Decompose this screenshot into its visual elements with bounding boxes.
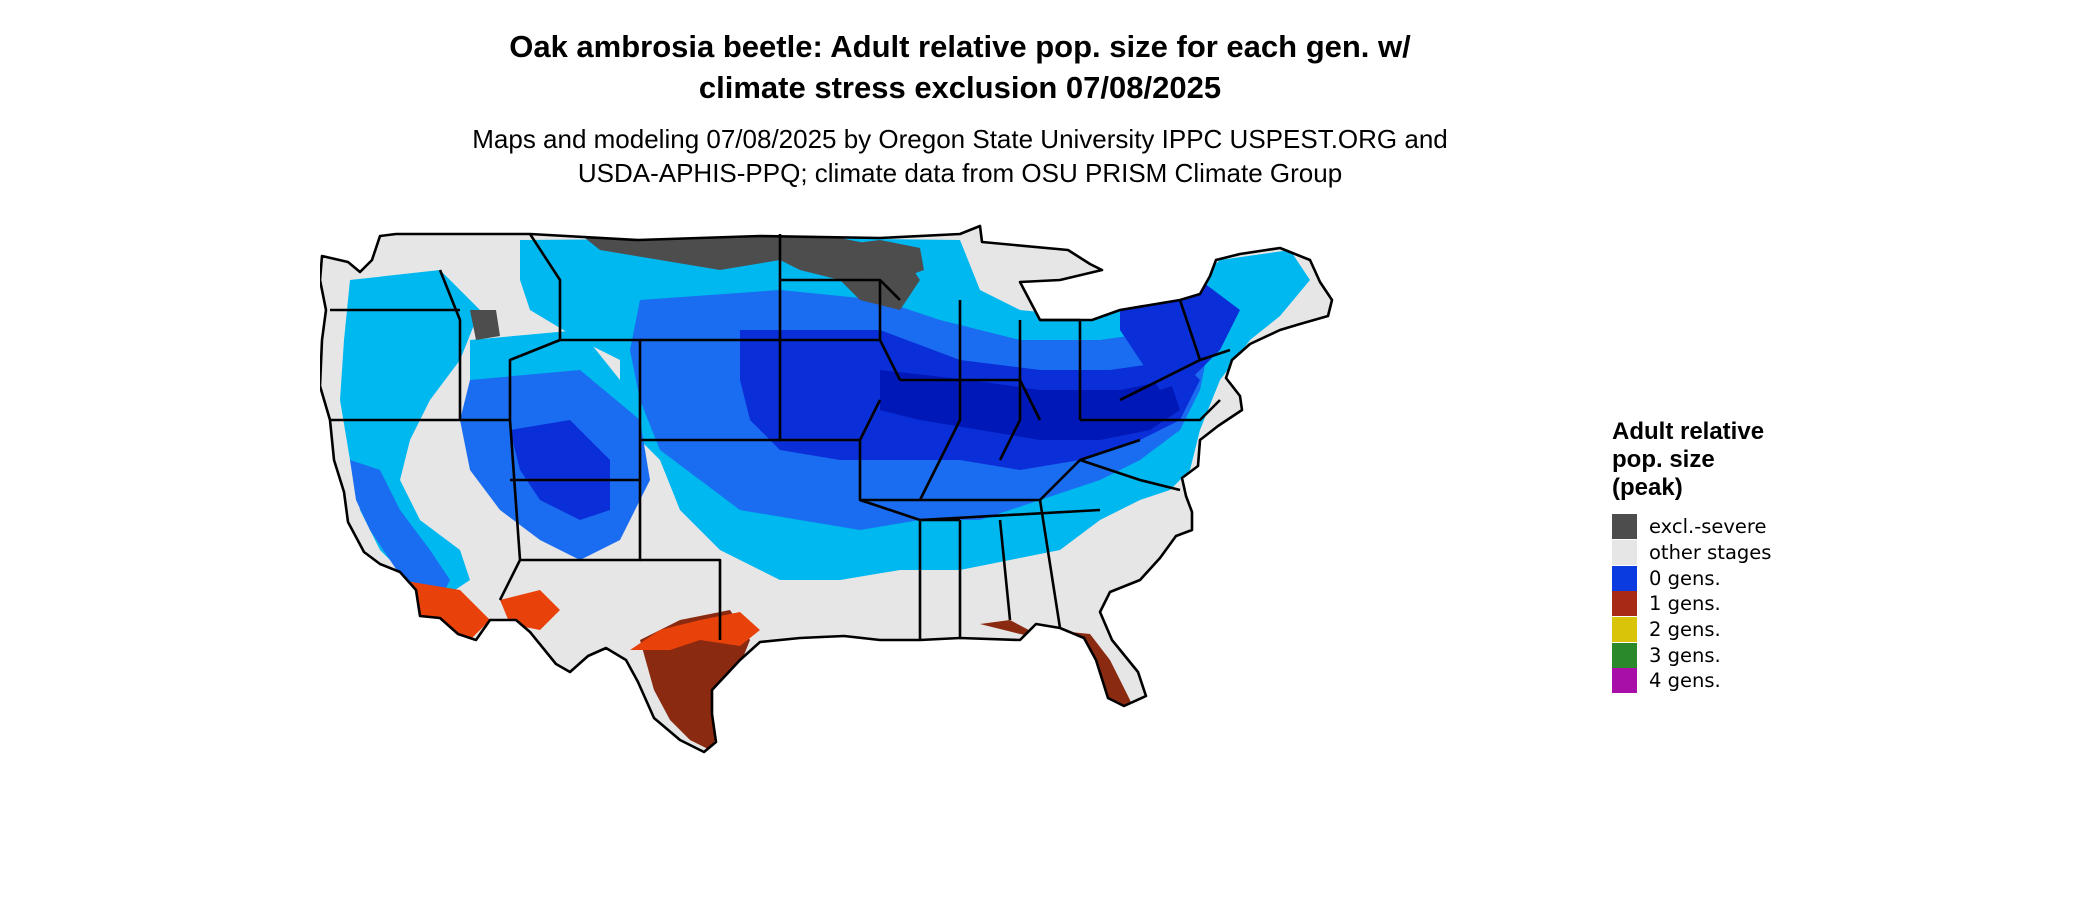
map-subtitle: Maps and modeling 07/08/2025 by Oregon S… [410,122,1510,190]
legend-label: 0 gens. [1649,566,1721,590]
legend-item-2-gens: 2 gens. [1612,617,1852,643]
legend-title-line-1: Adult relative [1612,418,1765,445]
map-title: Oak ambrosia beetle: Adult relative pop.… [460,26,1460,108]
legend-items: excl.-severe other stages 0 gens. 1 gens… [1612,514,1852,694]
us-map-svg [318,224,1334,754]
state-borders [318,224,1334,754]
title-line-1: Oak ambrosia beetle: Adult relative pop.… [509,29,1411,64]
legend-label: 3 gens. [1649,643,1721,667]
legend-item-1-gens: 1 gens. [1612,591,1852,617]
legend-swatch [1612,565,1637,591]
legend-label: 4 gens. [1649,669,1721,693]
legend-title-line-3: (peak) [1612,474,1683,501]
subtitle-line-2: USDA-APHIS-PPQ; climate data from OSU PR… [577,158,1343,188]
subtitle-line-1: Maps and modeling 07/08/2025 by Oregon S… [472,124,1448,154]
legend-swatch [1612,540,1637,566]
legend-swatch [1612,642,1637,668]
legend-item-other-stages: other stages [1612,540,1852,566]
title-line-2: climate stress exclusion 07/08/2025 [698,70,1222,105]
legend-item-4-gens: 4 gens. [1612,668,1852,694]
legend-label: other stages [1649,541,1772,565]
legend-label: 1 gens. [1649,592,1721,616]
legend-item-0-gens: 0 gens. [1612,565,1852,591]
legend-label: excl.-severe [1649,515,1767,539]
legend: Adult relative pop. size (peak) excl.-se… [1612,418,1852,694]
legend-item-3-gens: 3 gens. [1612,642,1852,668]
legend-item-excl-severe: excl.-severe [1612,514,1852,540]
legend-swatch [1612,668,1637,694]
legend-swatch [1612,617,1637,643]
legend-swatch [1612,591,1637,617]
map-fill-layer [320,226,1332,752]
us-map [318,220,1580,892]
legend-label: 2 gens. [1649,618,1721,642]
legend-swatch [1612,514,1637,540]
legend-title-line-2: pop. size [1612,446,1715,473]
legend-title: Adult relative pop. size (peak) [1612,418,1852,502]
